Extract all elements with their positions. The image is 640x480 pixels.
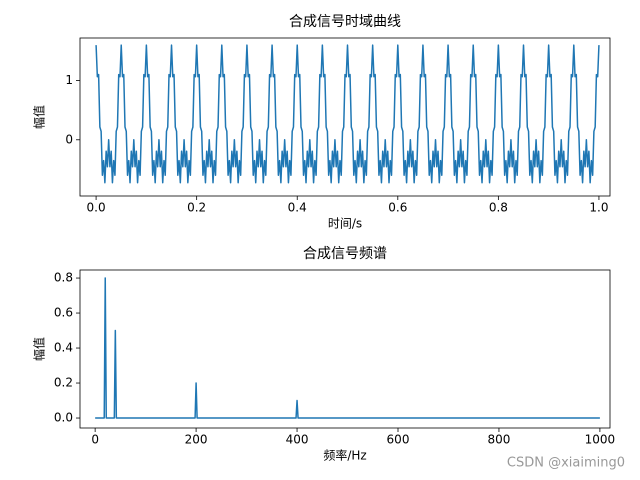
y-axis-label: 幅值 xyxy=(32,105,47,129)
x-tick-label: 600 xyxy=(387,433,410,447)
y-tick-label: 0.2 xyxy=(54,376,73,390)
x-tick-label: 1000 xyxy=(585,433,616,447)
x-tick-label: 200 xyxy=(185,433,208,447)
x-tick-label: 0.0 xyxy=(87,201,106,215)
y-tick-label: 0.0 xyxy=(54,411,73,425)
y-tick-label: 0 xyxy=(65,132,73,146)
x-tick-label: 0.4 xyxy=(288,201,307,215)
y-tick-label: 1 xyxy=(65,73,73,87)
x-tick-label: 400 xyxy=(286,433,309,447)
y-tick-label: 0.6 xyxy=(54,306,73,320)
y-tick-label: 0.8 xyxy=(54,271,73,285)
series-line xyxy=(95,277,600,419)
x-axis-label: 时间/s xyxy=(328,217,362,231)
x-tick-label: 0 xyxy=(91,433,99,447)
x-axis-label: 频率/Hz xyxy=(323,448,366,463)
x-tick-label: 0.8 xyxy=(489,201,508,215)
y-tick-label: 0.4 xyxy=(54,341,73,355)
x-tick-label: 0.2 xyxy=(187,201,206,215)
watermark: CSDN @xiaiming0 xyxy=(507,456,625,471)
chart-title: 合成信号频谱 xyxy=(303,246,387,262)
x-tick-label: 0.6 xyxy=(388,201,407,215)
series-line xyxy=(95,44,600,184)
chart-title: 合成信号时域曲线 xyxy=(289,14,401,30)
x-tick-label: 1.0 xyxy=(589,201,608,215)
axes-frame xyxy=(79,37,611,197)
axes-frame xyxy=(79,269,611,429)
y-axis-label: 幅值 xyxy=(32,337,47,361)
x-tick-label: 800 xyxy=(487,433,510,447)
